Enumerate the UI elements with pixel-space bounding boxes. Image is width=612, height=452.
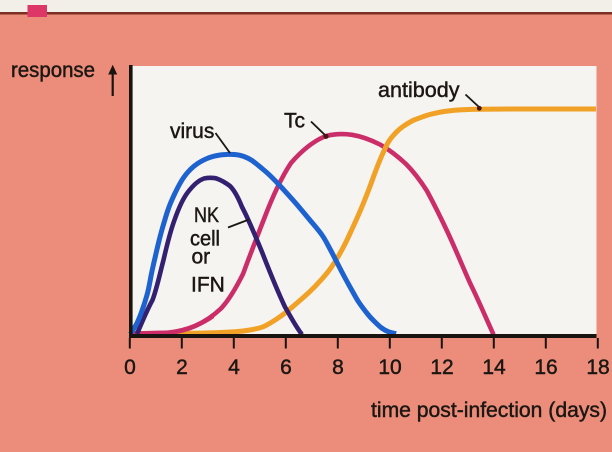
svg-text:16: 16 bbox=[534, 356, 557, 379]
svg-text:10: 10 bbox=[378, 356, 401, 379]
svg-text:18: 18 bbox=[586, 356, 609, 379]
svg-text:time post-infection (days): time post-infection (days) bbox=[371, 399, 607, 422]
svg-text:0: 0 bbox=[124, 356, 136, 379]
svg-text:6: 6 bbox=[280, 356, 292, 379]
svg-text:or: or bbox=[192, 246, 211, 269]
svg-text:cell: cell bbox=[190, 227, 220, 250]
svg-text:antibody: antibody bbox=[378, 79, 460, 102]
svg-text:8: 8 bbox=[332, 356, 344, 379]
svg-text:2: 2 bbox=[176, 356, 188, 379]
svg-text:virus: virus bbox=[170, 120, 214, 143]
svg-text:Tc: Tc bbox=[284, 110, 305, 133]
svg-text:12: 12 bbox=[430, 356, 453, 379]
svg-text:14: 14 bbox=[482, 356, 506, 379]
svg-text:response: response bbox=[11, 59, 95, 82]
svg-text:4: 4 bbox=[228, 356, 240, 379]
svg-text:IFN: IFN bbox=[191, 273, 225, 296]
svg-text:NK: NK bbox=[194, 204, 219, 227]
